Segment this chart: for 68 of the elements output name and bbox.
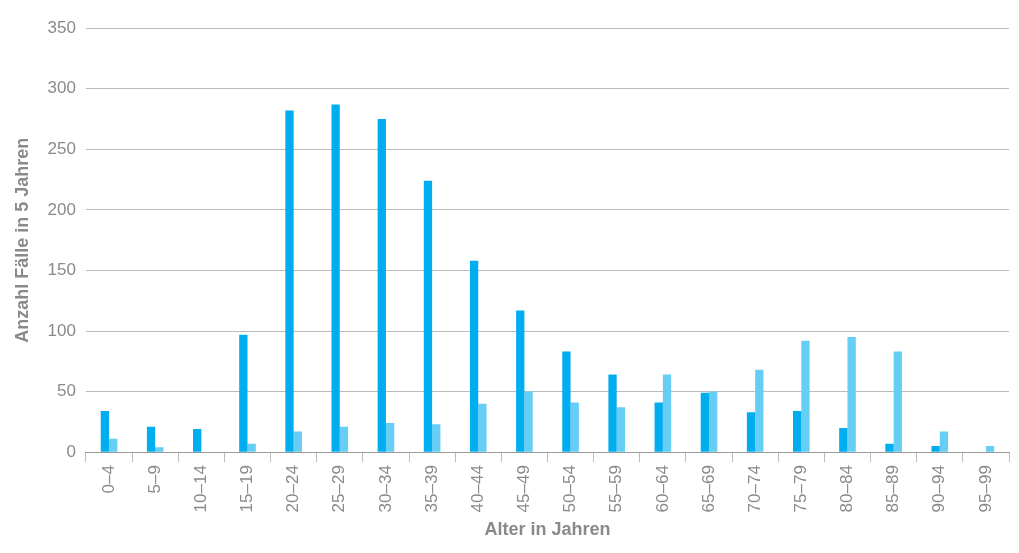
- x-tick-label: 95–99: [975, 465, 995, 513]
- x-tick-label: 40–44: [467, 465, 487, 513]
- bar: [516, 310, 525, 452]
- bar: [524, 391, 533, 452]
- bar: [247, 443, 256, 452]
- y-tick-label: 150: [47, 260, 76, 280]
- x-tick-label: 60–64: [652, 465, 672, 513]
- bar: [755, 369, 764, 452]
- bar: [293, 431, 302, 452]
- y-tick-label: 0: [66, 441, 76, 461]
- y-tick-label: 300: [47, 78, 76, 98]
- bar: [700, 392, 710, 452]
- bar: [709, 391, 718, 452]
- bar: [285, 110, 294, 452]
- bar: [793, 410, 802, 452]
- bar: [432, 424, 441, 452]
- bar: [847, 337, 856, 452]
- x-tick-label: 5–9: [144, 465, 164, 494]
- x-tick-label: 25–29: [329, 465, 349, 513]
- bar: [616, 407, 626, 452]
- x-tick-label: 90–94: [929, 465, 949, 513]
- y-tick-label: 50: [57, 381, 76, 401]
- bar: [570, 402, 579, 452]
- bar: [377, 119, 386, 452]
- bar: [801, 340, 810, 452]
- y-axis-title: Anzahl Fälle in 5 Jahren: [11, 137, 32, 343]
- x-tick-label: 70–74: [744, 465, 764, 513]
- bar: [423, 180, 433, 452]
- bar: [885, 443, 894, 452]
- bar: [931, 446, 940, 452]
- bar: [146, 426, 156, 452]
- x-tick-label: 75–79: [791, 465, 810, 513]
- x-tick-label: 85–89: [883, 465, 903, 513]
- x-tick-label: 80–84: [837, 465, 857, 513]
- x-tick-label: 35–39: [421, 465, 441, 513]
- x-tick-label: 20–24: [283, 465, 303, 513]
- bar: [100, 410, 110, 452]
- bar: [985, 446, 995, 452]
- y-tick-label: 200: [47, 199, 76, 219]
- x-tick-label: 10–14: [191, 465, 211, 513]
- x-tick-label: 0–4: [98, 465, 118, 494]
- bar: [562, 351, 571, 452]
- x-axis-title: Alter in Jahren: [484, 519, 611, 540]
- y-tick-label: 350: [47, 17, 76, 37]
- x-tick-label: 45–49: [514, 465, 534, 513]
- x-tick-label: 65–69: [698, 465, 718, 513]
- bar: [478, 403, 487, 452]
- bar: [109, 438, 118, 452]
- x-tick-label: 55–59: [606, 465, 626, 513]
- bar: [193, 429, 202, 452]
- x-tick-label: 30–34: [375, 465, 395, 513]
- bar: [746, 412, 756, 452]
- x-tick-label: 15–19: [237, 465, 257, 513]
- bar: [239, 334, 248, 452]
- x-tick-label: 50–54: [560, 465, 580, 513]
- y-tick-label: 100: [47, 320, 76, 340]
- bar: [155, 447, 164, 452]
- bar: [331, 104, 340, 452]
- bar: [654, 402, 663, 452]
- bar: [939, 431, 949, 452]
- bar: [339, 426, 349, 452]
- bar: [608, 374, 617, 452]
- bar: [893, 351, 902, 452]
- bar: [662, 374, 672, 452]
- bar: [385, 423, 395, 452]
- bar: [469, 260, 479, 452]
- bar: [839, 427, 848, 452]
- y-tick-label: 250: [47, 139, 76, 159]
